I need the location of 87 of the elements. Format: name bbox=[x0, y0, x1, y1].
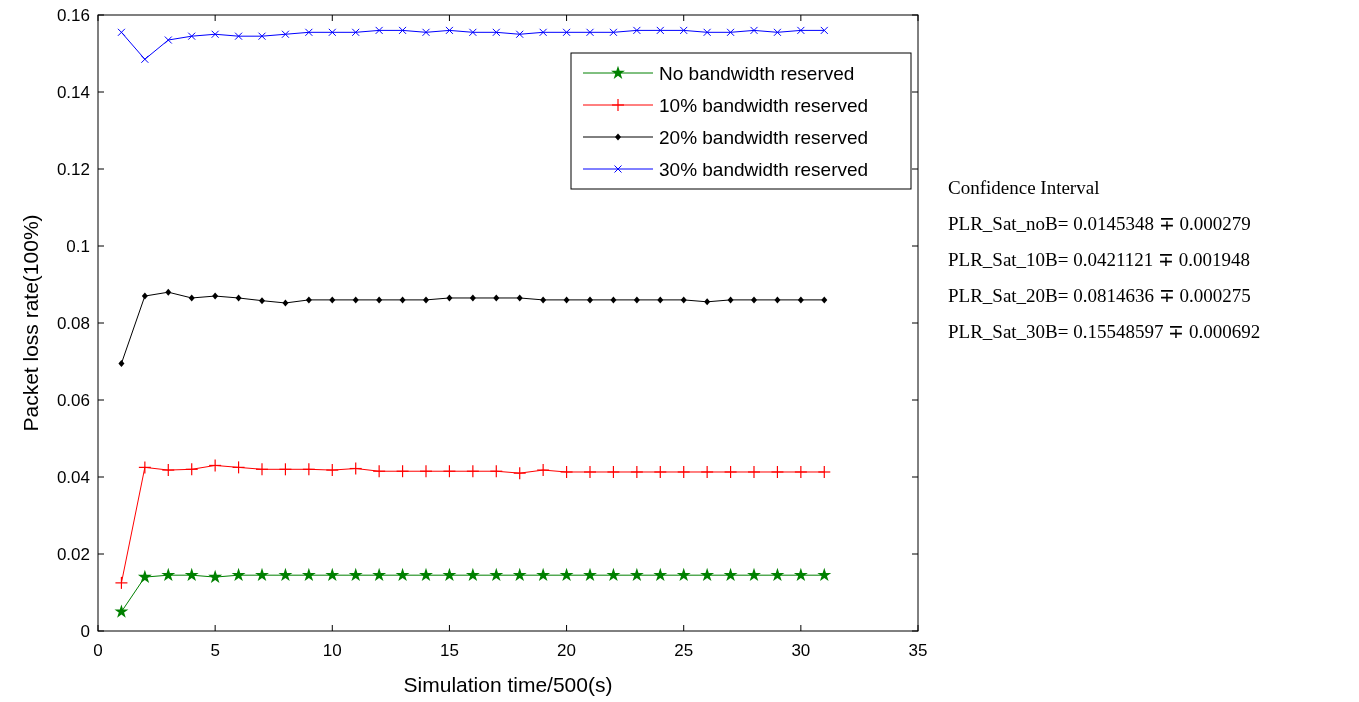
x-tick-label: 15 bbox=[439, 641, 459, 660]
point bbox=[423, 296, 429, 304]
x-tick-label: 30 bbox=[791, 641, 811, 660]
point bbox=[540, 296, 547, 304]
point bbox=[606, 567, 621, 582]
y-tick-label: 0.06 bbox=[56, 391, 90, 410]
x-tick-label: 25 bbox=[674, 641, 694, 660]
point bbox=[255, 567, 269, 582]
point bbox=[821, 296, 828, 304]
legend-label: 30% bandwidth reserved bbox=[659, 159, 869, 180]
text: PLR_Sat_noB= 0.0145348 ∓ 0.000279 bbox=[948, 213, 1251, 234]
point bbox=[399, 296, 406, 304]
point bbox=[372, 567, 387, 582]
x-axis-title: Simulation time/500(s) bbox=[403, 673, 613, 696]
point bbox=[727, 296, 734, 304]
point bbox=[329, 296, 336, 304]
point bbox=[395, 567, 410, 582]
point bbox=[469, 294, 476, 302]
point bbox=[774, 296, 781, 304]
point bbox=[188, 294, 195, 302]
point bbox=[165, 288, 172, 296]
point bbox=[629, 567, 644, 582]
point bbox=[348, 567, 363, 582]
x-tick-label: 35 bbox=[908, 641, 928, 660]
y-axis-title: Packet loss rate(100%) bbox=[19, 214, 42, 432]
legend-label: 10% bandwidth reserved bbox=[659, 95, 869, 116]
point bbox=[770, 567, 785, 582]
text: PLR_Sat_10B= 0.0421121 ∓ 0.001948 bbox=[948, 249, 1251, 270]
point bbox=[231, 567, 246, 582]
point bbox=[442, 567, 457, 582]
point bbox=[559, 567, 574, 582]
point bbox=[493, 294, 500, 302]
text: PLR_Sat_20B= 0.0814636 ∓ 0.000275 bbox=[948, 285, 1251, 306]
legend-label: No bandwidth reserved bbox=[659, 63, 855, 84]
point bbox=[352, 296, 359, 304]
y-tick-label: 0.16 bbox=[56, 6, 90, 25]
y-tick-label: 0.08 bbox=[56, 314, 90, 333]
y-tick-label: 0.1 bbox=[66, 237, 90, 256]
point bbox=[419, 567, 433, 582]
point bbox=[676, 567, 691, 582]
point bbox=[512, 567, 527, 582]
point bbox=[161, 567, 176, 582]
y-tick-label: 0 bbox=[80, 622, 90, 641]
point bbox=[114, 604, 129, 618]
point bbox=[657, 296, 664, 304]
point bbox=[793, 567, 808, 582]
y-tick-label: 0.12 bbox=[56, 160, 90, 179]
text: Confidence Interval bbox=[948, 177, 1100, 198]
point bbox=[700, 567, 715, 582]
point bbox=[653, 567, 668, 582]
point bbox=[751, 296, 757, 304]
point bbox=[465, 567, 480, 582]
point bbox=[212, 292, 219, 300]
text: PLR_Sat_30B= 0.15548597 ∓ 0.000692 bbox=[948, 321, 1261, 342]
point bbox=[747, 567, 761, 582]
point bbox=[118, 359, 125, 367]
point bbox=[610, 296, 617, 304]
point bbox=[563, 296, 570, 304]
point bbox=[259, 297, 265, 305]
point bbox=[137, 569, 152, 584]
point bbox=[516, 294, 523, 302]
point bbox=[723, 567, 738, 582]
point bbox=[278, 567, 293, 582]
point bbox=[325, 567, 340, 582]
point bbox=[536, 567, 551, 582]
point bbox=[817, 567, 832, 582]
point bbox=[633, 296, 640, 304]
x-tick-label: 20 bbox=[557, 641, 577, 660]
point bbox=[489, 567, 504, 582]
point bbox=[305, 296, 312, 304]
x-tick-label: 5 bbox=[210, 641, 220, 660]
point bbox=[583, 567, 597, 582]
point bbox=[184, 567, 199, 582]
y-tick-label: 0.14 bbox=[56, 83, 90, 102]
point bbox=[141, 292, 148, 300]
point bbox=[376, 296, 383, 304]
y-tick-label: 0.02 bbox=[56, 545, 90, 564]
point bbox=[797, 296, 804, 304]
legend-label: 20% bandwidth reserved bbox=[659, 127, 869, 148]
y-tick-label: 0.04 bbox=[56, 468, 90, 487]
point bbox=[587, 296, 593, 304]
point bbox=[301, 567, 316, 582]
x-tick-label: 0 bbox=[93, 641, 103, 660]
point bbox=[208, 569, 223, 584]
point bbox=[704, 298, 711, 306]
point bbox=[680, 296, 687, 304]
x-tick-label: 10 bbox=[322, 641, 342, 660]
